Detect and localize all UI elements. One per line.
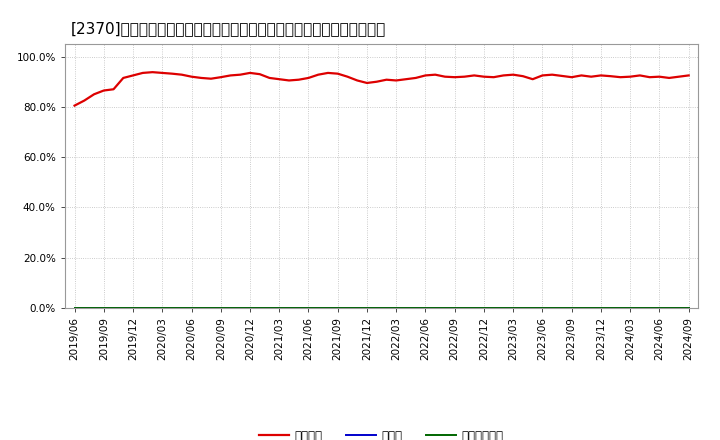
- 自己資本: [480, 74, 488, 79]
- 自己資本: [470, 73, 479, 78]
- 繰延税金資産: [411, 305, 420, 311]
- 自己資本: [382, 77, 391, 82]
- 自己資本: [684, 73, 693, 78]
- 自己資本: [71, 103, 79, 108]
- Line: 自己資本: 自己資本: [75, 72, 688, 106]
- のれん: [470, 305, 479, 311]
- 自己資本: [421, 73, 430, 78]
- 繰延税金資産: [460, 305, 469, 311]
- のれん: [71, 305, 79, 311]
- 繰延税金資産: [71, 305, 79, 311]
- のれん: [324, 305, 333, 311]
- 繰延税金資産: [372, 305, 381, 311]
- のれん: [411, 305, 420, 311]
- のれん: [684, 305, 693, 311]
- 繰延税金資産: [684, 305, 693, 311]
- 繰延税金資産: [324, 305, 333, 311]
- 自己資本: [148, 70, 157, 75]
- 自己資本: [333, 71, 342, 76]
- 繰延税金資産: [148, 305, 157, 311]
- のれん: [372, 305, 381, 311]
- 自己資本: [158, 70, 166, 76]
- のれん: [148, 305, 157, 311]
- Text: [2370]　自己資本、のれん、繰延税金資産の総資産に対する比率の推移: [2370] 自己資本、のれん、繰延税金資産の総資産に対する比率の推移: [71, 21, 387, 36]
- Legend: 自己資本, のれん, 繰延税金資産: 自己資本, のれん, 繰延税金資産: [255, 425, 508, 440]
- 繰延税金資産: [470, 305, 479, 311]
- のれん: [460, 305, 469, 311]
